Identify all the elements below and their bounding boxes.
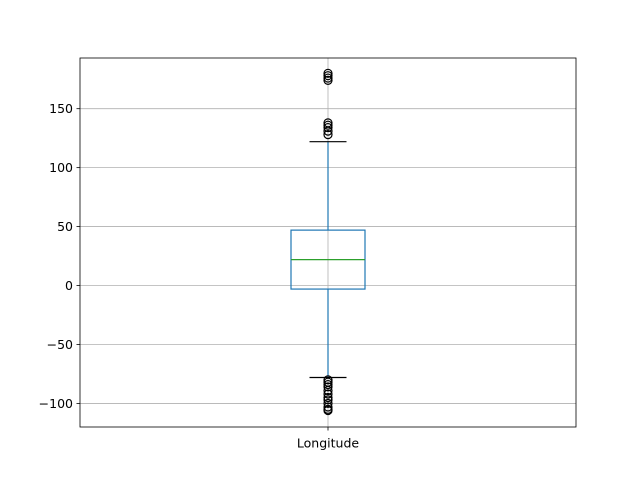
y-tick-label: 150 [49, 101, 73, 116]
y-tick-label: 100 [49, 160, 73, 175]
outlier-point [323, 122, 333, 133]
outlier-point [323, 395, 333, 405]
outlier-point [323, 405, 333, 416]
outlier-point [323, 382, 333, 392]
outlier-point [323, 402, 333, 412]
outlier-point [323, 120, 333, 130]
y-tick-label: 50 [57, 219, 73, 234]
x-tick-label: Longitude [297, 436, 359, 451]
box-layer [290, 68, 366, 416]
outlier-point [323, 375, 333, 385]
outlier-point [323, 118, 333, 128]
outlier-point [323, 385, 333, 396]
outlier-point [323, 398, 333, 409]
y-tick-label: 0 [65, 278, 73, 293]
outlier-point [323, 379, 333, 390]
y-tick-label: −50 [47, 337, 73, 352]
outlier-point [323, 130, 333, 140]
outlier-point [323, 71, 333, 81]
outlier-point [323, 389, 333, 399]
outlier-point [323, 392, 333, 403]
outlier-point [323, 73, 333, 83]
y-tick-label: −100 [39, 396, 73, 411]
tick-layer: −100 −50 0 50 100 150 Longitude [39, 101, 360, 450]
outlier-point [323, 68, 333, 78]
outlier-point [323, 75, 333, 85]
